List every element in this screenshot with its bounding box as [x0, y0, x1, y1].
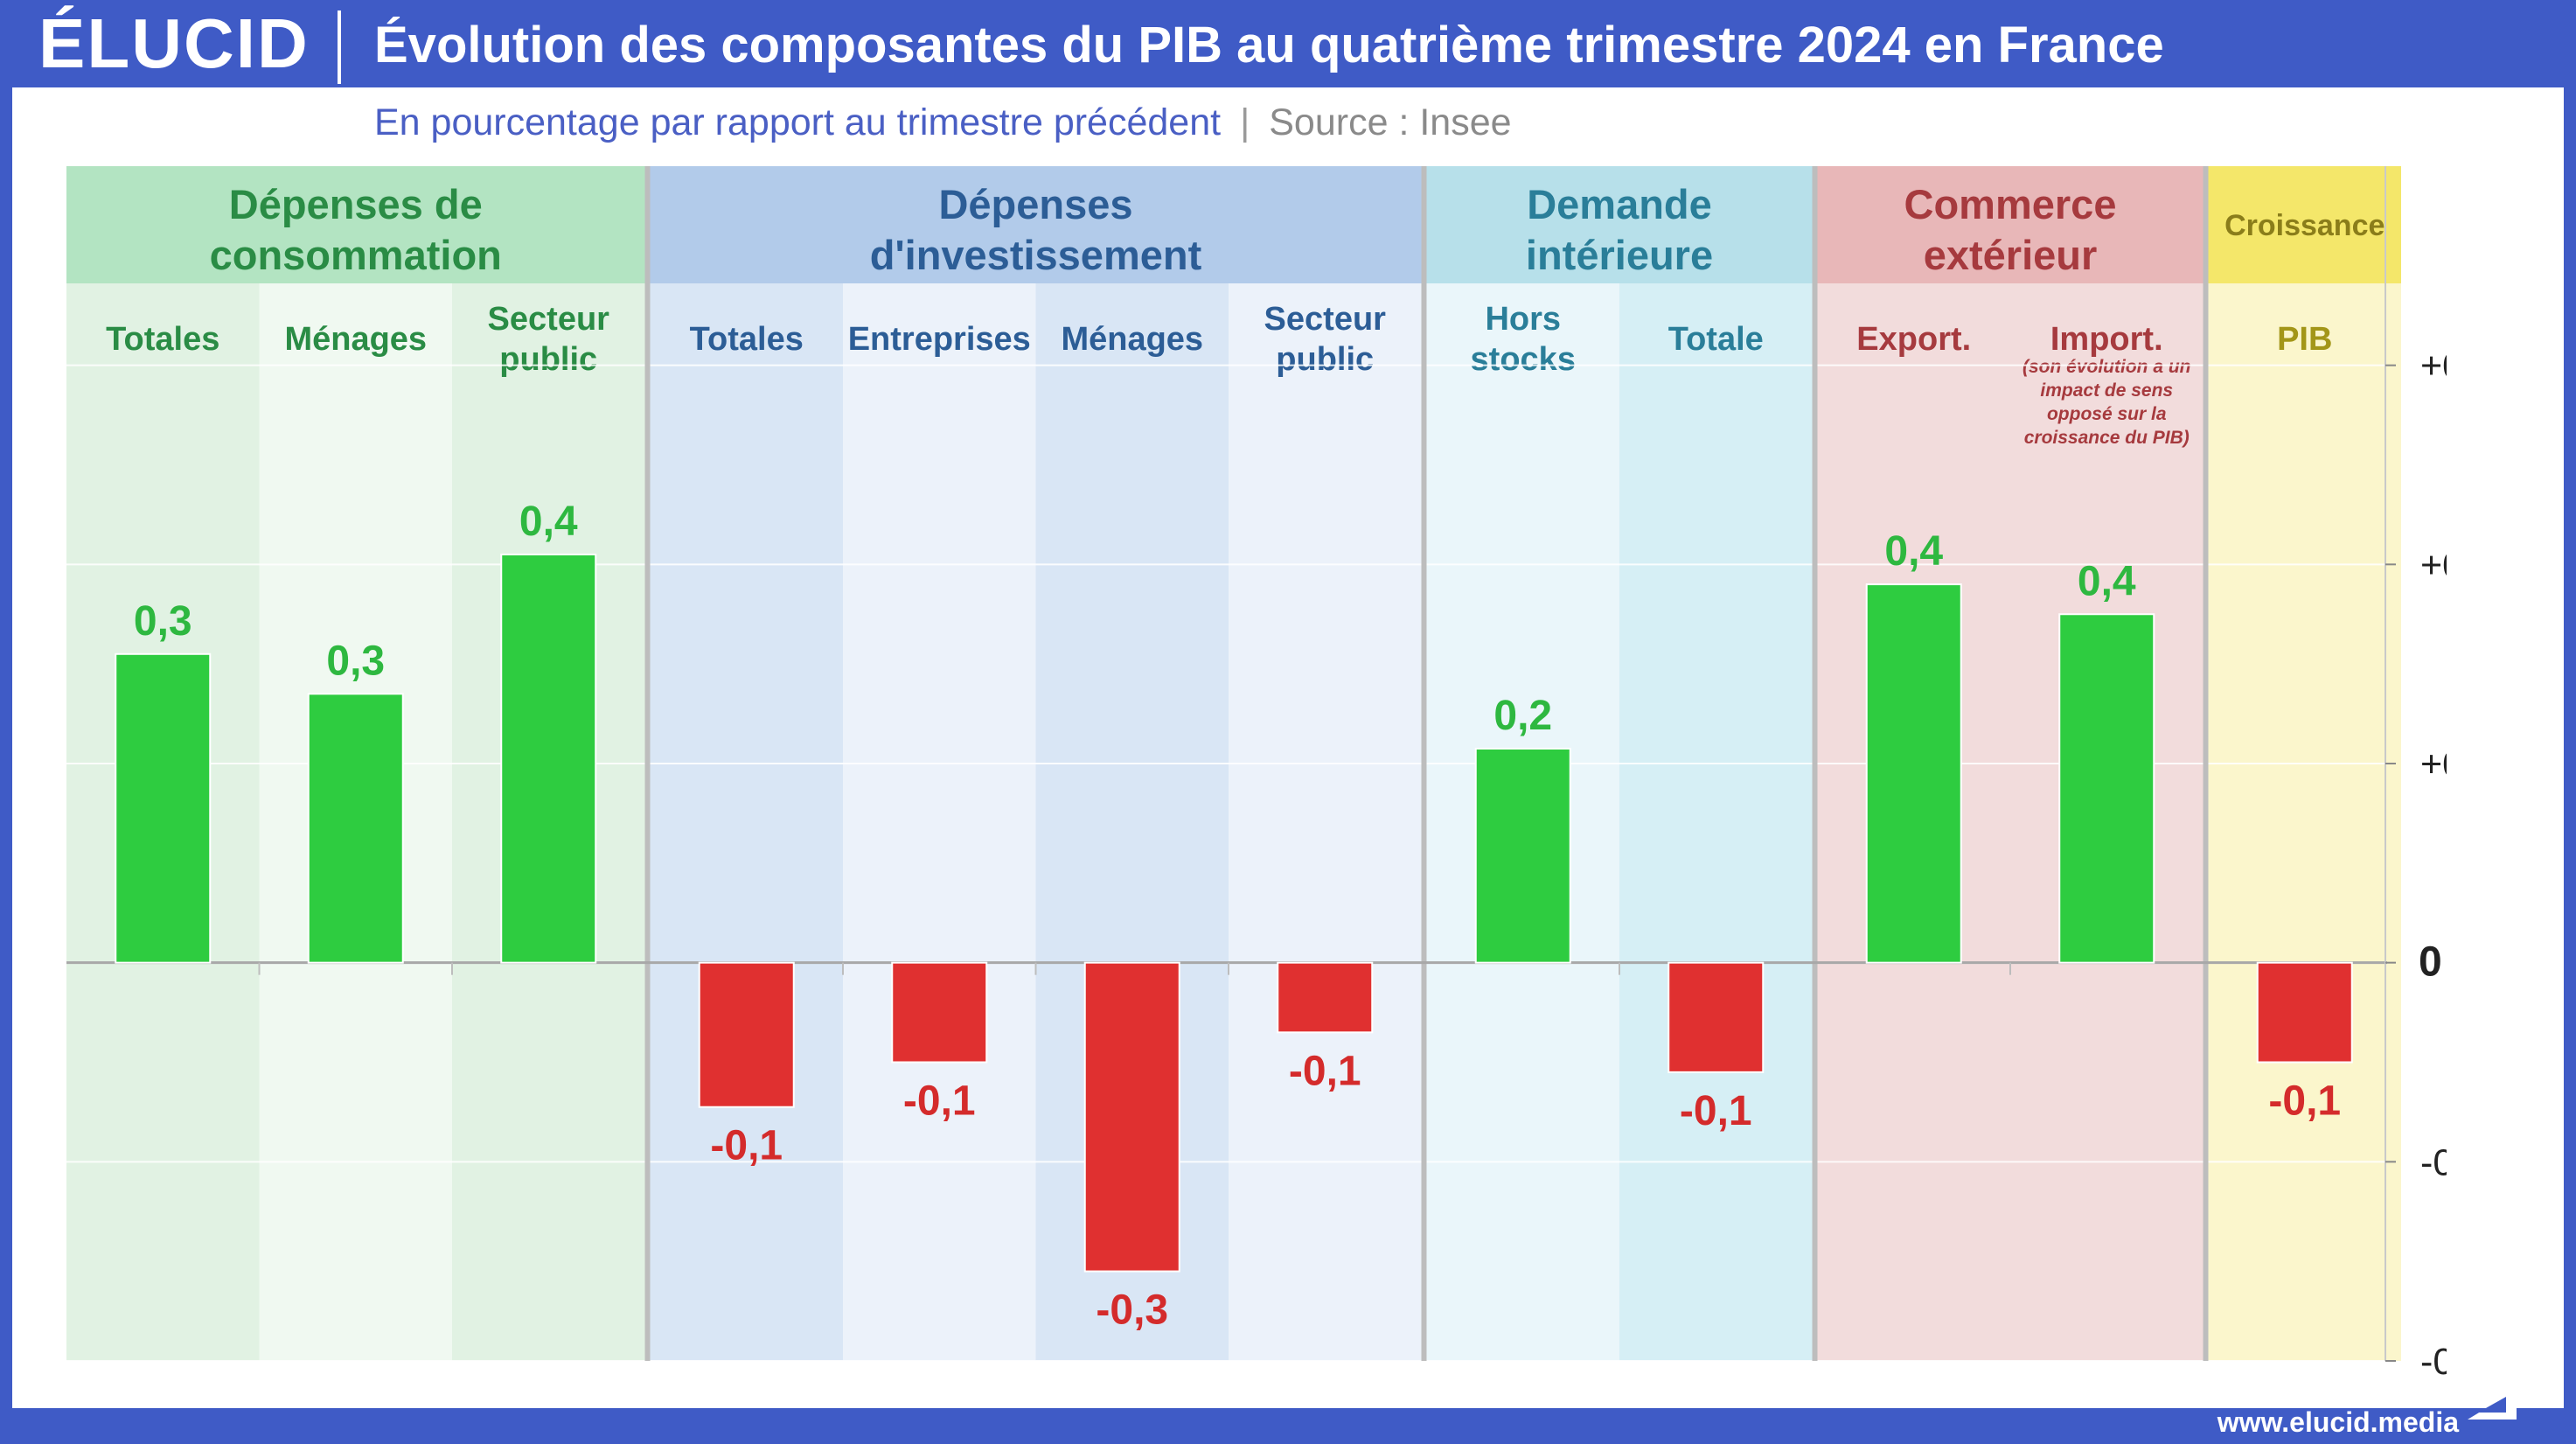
- group-title: Dépenses de: [229, 181, 483, 227]
- group-header-background: [650, 166, 1422, 283]
- group-header-background: [1426, 166, 1813, 283]
- category-label: Secteur: [488, 301, 610, 338]
- group-title: intérieure: [1526, 232, 1713, 278]
- bar-value-label: 0,4: [1884, 528, 1943, 575]
- bar-value-label: -0,1: [1680, 1088, 1752, 1134]
- elucid-logo: ÉLUCID: [38, 4, 310, 82]
- bar: [698, 961, 795, 1108]
- bar: [1083, 961, 1180, 1273]
- group-title: d'investissement: [870, 232, 1202, 278]
- y-tick-label: +0,6 %: [2420, 345, 2447, 387]
- bar: [500, 553, 597, 964]
- y-tick-label: 0: [2419, 939, 2442, 986]
- bar: [2058, 613, 2155, 964]
- bar-value-label: 0,3: [134, 598, 192, 645]
- y-tick-label: -0,2 %: [2420, 1141, 2447, 1183]
- category-label: Export.: [1856, 321, 1971, 358]
- category-label: Entreprises: [848, 321, 1031, 358]
- bar-value-label: -0,1: [2268, 1078, 2341, 1125]
- header-divider: [338, 10, 341, 84]
- category-note: (son évolution a un: [2023, 357, 2191, 377]
- y-tick-label: +0,4 %: [2420, 544, 2447, 586]
- category-column-background: [843, 283, 1036, 1361]
- group-header-background: [66, 166, 645, 283]
- source-text: Source : Insee: [1269, 101, 1512, 143]
- chart-subtitle: En pourcentage par rapport au trimestre …: [374, 96, 1512, 149]
- group-separator: [2203, 166, 2209, 1361]
- bar-value-label: 0,2: [1493, 693, 1552, 739]
- group-separator: [644, 166, 651, 1361]
- subtitle-text: En pourcentage par rapport au trimestre …: [374, 101, 1222, 143]
- category-column-background: [1619, 283, 1813, 1361]
- category-label: public: [499, 341, 597, 378]
- group-title: Croissance: [2224, 209, 2385, 242]
- bar-value-label: 0,4: [519, 499, 578, 545]
- category-note: opposé sur la: [2047, 404, 2167, 424]
- group-header-background: [2208, 166, 2401, 283]
- group-title: consommation: [210, 232, 502, 278]
- category-label: Import.: [2050, 321, 2163, 358]
- group-title: Dépenses: [938, 181, 1132, 227]
- category-column-background: [2208, 283, 2401, 1361]
- bar-value-label: -0,1: [710, 1123, 783, 1169]
- category-label: Totales: [690, 321, 804, 358]
- bar-chart: Dépenses de consommation Totales Ménages Sec…: [66, 166, 2447, 1383]
- category-column-background: [650, 283, 843, 1361]
- category-label: PIB: [2277, 321, 2332, 358]
- subtitle-separator: |: [1240, 101, 1250, 143]
- group-header-background: [1817, 166, 2204, 283]
- group-title: Demande: [1527, 181, 1712, 227]
- bar-value-label: 0,3: [326, 638, 385, 684]
- bar-value-label: -0,1: [1289, 1048, 1361, 1094]
- y-tick-label: +0,2 %: [2420, 743, 2447, 785]
- bar: [1865, 583, 1962, 964]
- header-bar: ÉLUCID Évolution des composantes du PIB …: [0, 0, 2576, 87]
- group-title: extérieur: [1924, 232, 2098, 278]
- category-label: public: [1276, 341, 1374, 378]
- bar-value-label: -0,3: [1096, 1287, 1168, 1334]
- group-separator: [1421, 166, 1427, 1361]
- category-note: impact de sens: [2040, 380, 2173, 401]
- category-label: Secteur: [1264, 301, 1387, 338]
- y-tick-label: -0,4 %: [2420, 1341, 2447, 1383]
- category-label: stocks: [1471, 341, 1576, 378]
- category-label: Totales: [106, 321, 219, 358]
- category-label: Ménages: [284, 321, 427, 358]
- category-label: Totale: [1668, 321, 1764, 358]
- elucid-mark-icon: [2468, 1390, 2517, 1420]
- bar: [115, 652, 212, 964]
- bar: [891, 961, 988, 1064]
- bar: [307, 693, 404, 964]
- group-title: Commerce: [1904, 181, 2117, 227]
- category-note: croissance du PIB): [2024, 428, 2190, 448]
- bar: [2256, 961, 2353, 1064]
- category-column-background: [1229, 283, 1422, 1361]
- bar: [1474, 747, 1571, 964]
- bar-value-label: -0,1: [903, 1078, 976, 1125]
- chart-title: Évolution des composantes du PIB au quat…: [374, 17, 2164, 73]
- footer-url-link[interactable]: www.elucid.media: [2217, 1406, 2459, 1438]
- bar-value-label: 0,4: [2078, 558, 2136, 604]
- category-label: Hors: [1485, 301, 1561, 338]
- bar: [1277, 961, 1374, 1034]
- category-label: Ménages: [1061, 321, 1203, 358]
- group-separator: [1812, 166, 1818, 1361]
- bar: [1667, 961, 1765, 1073]
